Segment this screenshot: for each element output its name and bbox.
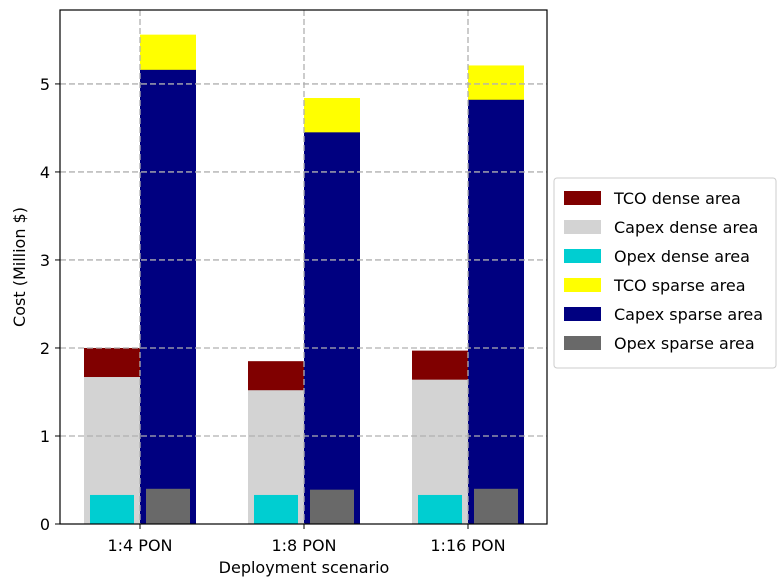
y-tick-label: 4 [40, 163, 50, 182]
ticks-layer: 0 1 2 3 4 5 1:4 PON 1:8 PON 1:16 PON [40, 75, 506, 555]
y-tick-label: 3 [40, 251, 50, 270]
bars-layer [84, 34, 524, 525]
legend-swatch-capex-dense-area [564, 220, 601, 234]
legend-label-tco-dense-area: TCO dense area [613, 189, 741, 208]
bar-opex-sparse-area-1-8-pon [310, 489, 354, 524]
bar-opex-sparse-area-1-4-pon [146, 488, 190, 524]
x-tick-label: 1:8 PON [271, 536, 336, 555]
x-tick-label: 1:16 PON [430, 536, 505, 555]
y-tick-label: 1 [40, 427, 50, 446]
legend-label-opex-dense-area: Opex dense area [614, 247, 750, 266]
bar-capex-sparse-area-1-8-pon [304, 132, 360, 524]
legend-swatch-tco-sparse-area [564, 278, 601, 292]
legend-swatch-capex-sparse-area [564, 307, 601, 321]
y-tick-label: 5 [40, 75, 50, 94]
y-axis-title: Cost (Million $) [10, 207, 29, 327]
bar-opex-dense-area-1-4-pon [90, 494, 134, 524]
bar-capex-sparse-area-1-16-pon [468, 99, 524, 524]
legend: TCO dense area Capex dense area Opex dense… [553, 177, 777, 369]
legend-box [553, 177, 777, 369]
bar-opex-dense-area-1-8-pon [254, 494, 298, 524]
legend-swatch-opex-dense-area [564, 249, 601, 263]
legend-swatch-tco-dense-area [564, 191, 601, 205]
bar-opex-dense-area-1-16-pon [418, 494, 462, 524]
legend-label-capex-sparse-area: Capex sparse area [614, 305, 763, 324]
bar-opex-sparse-area-1-16-pon [474, 488, 518, 524]
legend-label-capex-dense-area: Capex dense area [614, 218, 758, 237]
bar-capex-sparse-area-1-4-pon [140, 69, 196, 525]
x-tick-label: 1:4 PON [107, 536, 172, 555]
x-axis-title: Deployment scenario [219, 558, 390, 577]
legend-label-opex-sparse-area: Opex sparse area [614, 334, 755, 353]
legend-swatch-opex-sparse-area [564, 336, 601, 350]
legend-label-tco-sparse-area: TCO sparse area [613, 276, 746, 295]
y-tick-label: 2 [40, 339, 50, 358]
y-tick-label: 0 [40, 515, 50, 534]
grid-layer [60, 10, 547, 524]
